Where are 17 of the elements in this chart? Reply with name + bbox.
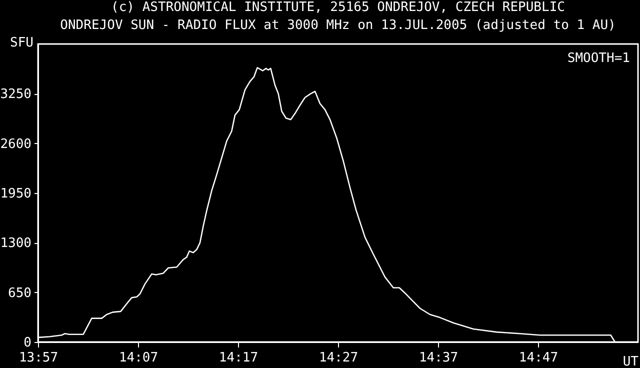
y-tick-label: 1950 [0,186,32,202]
y-tick-label: 2600 [0,136,32,152]
y-tick-label: 1300 [0,236,32,252]
y-tick-label: 3250 [0,87,32,102]
chart-title: (c) ASTRONOMICAL INSTITUTE, 25165 ONDREJOV, CZECH REPUBLIC [111,0,565,15]
y-tick-label: 0 [24,336,32,350]
annotation: SMOOTH=1 [567,51,630,66]
x-tick-label: 14:47 [518,350,558,366]
x-tick-label: 14:17 [218,350,258,366]
x-axis-title: UT [622,354,639,368]
y-tick-label: 650 [8,286,32,301]
x-tick-label: 14:07 [118,350,158,366]
chart-subtitle: ONDREJOV SUN - RADIO FLUX at 3000 MHz on 13.JUL.2005 (adjusted to 1 AU) [60,18,616,33]
y-axis-title: SFU [10,36,34,50]
x-tick-label: 14:27 [318,350,358,366]
x-tick-label: 14:37 [418,350,458,366]
x-tick-label: 13:57 [18,350,58,366]
